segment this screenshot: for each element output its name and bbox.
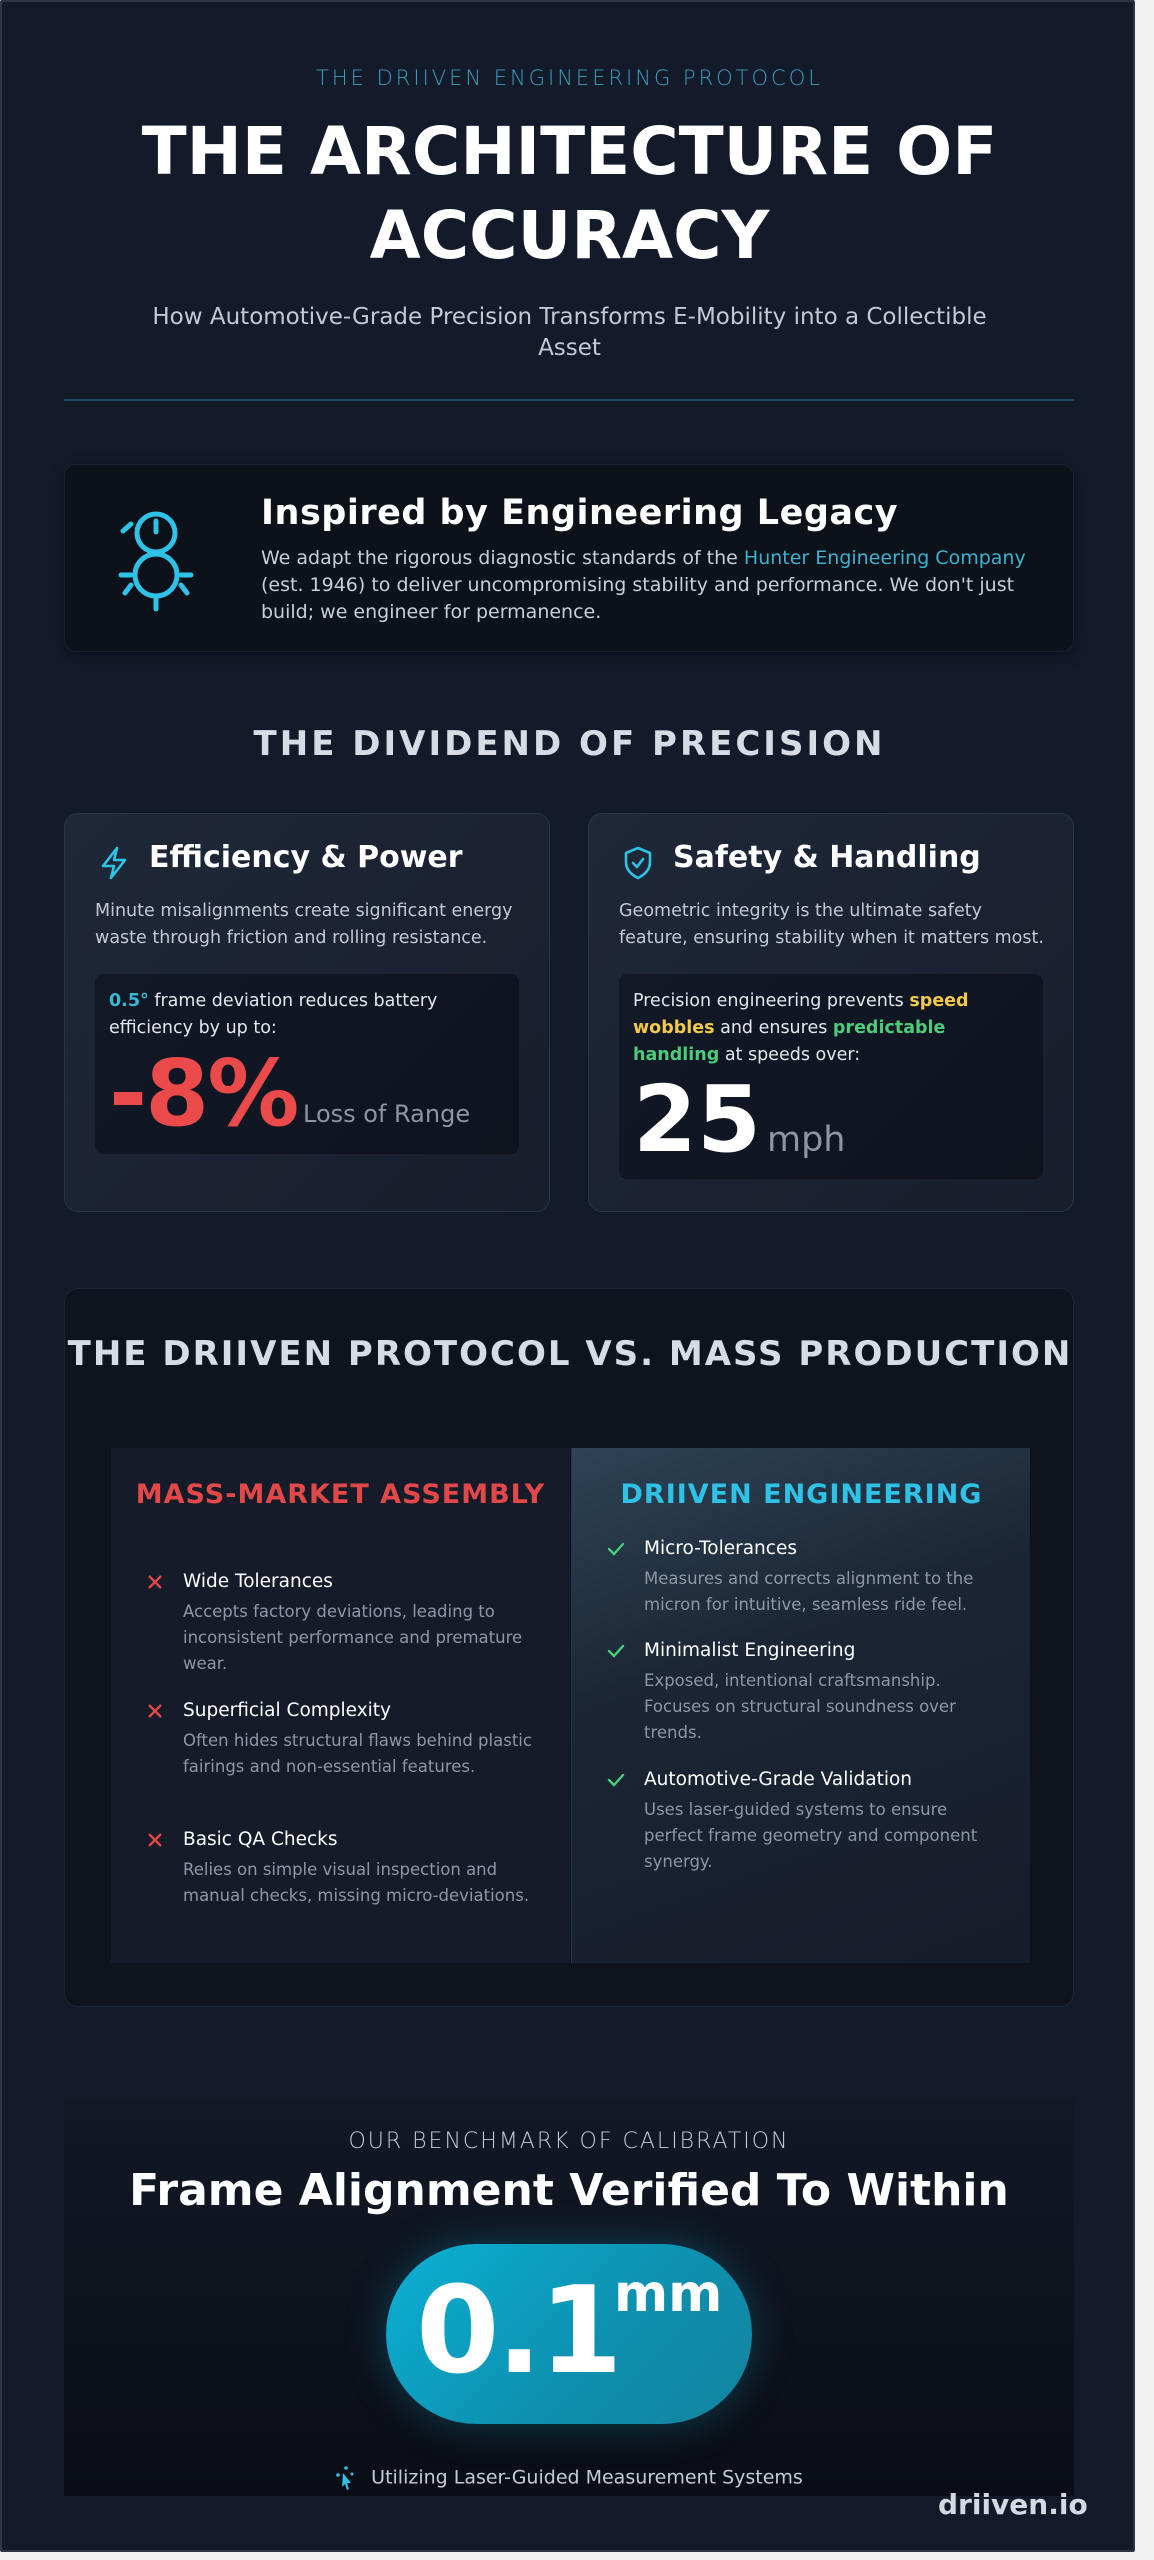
comparison-panel: THE DRIIVEN PROTOCOL VS. MASS PRODUCTION… xyxy=(64,1288,1074,2007)
benchmark-footnote: Utilizing Laser-Guided Measurement Syste… xyxy=(64,2465,1074,2491)
item-description: Measures and corrects alignment to the m… xyxy=(644,1569,974,1614)
dividend-section-title: THE DIVIDEND OF PRECISION xyxy=(253,724,886,764)
check-mark-icon xyxy=(607,1773,625,1787)
shield-check-icon xyxy=(624,846,652,880)
lightning-icon xyxy=(101,846,127,880)
safety-stat-text: Precision engineering prevents speed wob… xyxy=(633,988,1033,1069)
benchmark-footnote-text: Utilizing Laser-Guided Measurement Syste… xyxy=(371,2466,803,2489)
safety-card: Safety & Handling Geometric integrity is… xyxy=(588,813,1074,1212)
speed-unit: mph xyxy=(767,1120,846,1160)
item-title: Automotive-Grade Validation xyxy=(644,1769,913,1790)
safety-stat-box: Precision engineering prevents speed wob… xyxy=(619,974,1043,1179)
legacy-body-text: We adapt the rigorous diagnostic standar… xyxy=(261,547,744,569)
efficiency-card: Efficiency & Power Minute misalignments … xyxy=(64,813,550,1212)
mass-market-column: MASS-MARKET ASSEMBLY Wide Tolerances Acc… xyxy=(111,1448,570,1963)
item-title: Basic QA Checks xyxy=(183,1829,338,1850)
predictable-handling-highlight: predictable handling xyxy=(633,1018,946,1065)
item-description: Relies on simple visual inspection and m… xyxy=(183,1860,530,1905)
legacy-title: Inspired by Engineering Legacy xyxy=(261,493,899,533)
benchmark-title: Frame Alignment Verified To Within xyxy=(129,2165,1009,2216)
page-title: THE ARCHITECTURE OF ACCURACY xyxy=(141,113,998,274)
driiven-heading: DRIIVEN ENGINEERING xyxy=(620,1479,983,1510)
benchmark-section: OUR BENCHMARK OF CALIBRATION Frame Align… xyxy=(64,2099,1074,2496)
check-mark-icon xyxy=(607,1644,625,1658)
safety-stat-prefix: Precision engineering prevents xyxy=(633,991,910,1011)
legacy-body: We adapt the rigorous diagnostic standar… xyxy=(261,545,1041,626)
item-title: Minimalist Engineering xyxy=(644,1640,856,1661)
safety-title: Safety & Handling xyxy=(673,840,981,875)
item-description: Uses laser-guided systems to ensure perf… xyxy=(644,1800,978,1871)
mass-market-heading: MASS-MARKET ASSEMBLY xyxy=(135,1479,546,1510)
header-divider xyxy=(64,399,1074,401)
item-description: Often hides structural flaws behind plas… xyxy=(183,1731,532,1776)
benchmark-eyebrow: OUR BENCHMARK OF CALIBRATION xyxy=(348,2129,790,2154)
tolerance-badge: 0.1 mm xyxy=(386,2244,752,2424)
item-title: Superficial Complexity xyxy=(183,1700,392,1721)
x-mark-icon xyxy=(148,1833,162,1847)
safety-description: Geometric integrity is the ultimate safe… xyxy=(619,901,1044,948)
brand-wordmark: driiven.io xyxy=(938,2488,1088,2521)
range-loss-value: -8% xyxy=(109,1040,299,1147)
page-subtitle: How Automotive-Grade Precision Transform… xyxy=(152,304,987,361)
item-title: Micro-Tolerances xyxy=(644,1538,797,1559)
x-mark-icon xyxy=(148,1704,162,1718)
hunter-engineering-link[interactable]: Hunter Engineering Company xyxy=(743,547,1026,569)
item-description: Exposed, intentional craftsmanship. Focu… xyxy=(644,1671,956,1742)
efficiency-stat-text: 0.5° frame deviation reduces battery eff… xyxy=(109,988,509,1042)
legacy-card: Inspired by Engineering Legacy We adapt … xyxy=(64,464,1074,652)
header-eyebrow: THE DRIIVEN ENGINEERING PROTOCOL xyxy=(316,66,823,90)
tolerance-value: 0.1 xyxy=(416,2262,623,2401)
speed-value: 25 xyxy=(633,1066,762,1173)
alignment-gauge-icon xyxy=(118,511,194,612)
check-mark-icon xyxy=(607,1542,625,1556)
speed-wobbles-highlight: speed wobbles xyxy=(633,991,969,1038)
item-description: Accepts factory deviations, leading to i… xyxy=(183,1602,523,1673)
safety-stat-suffix: at speeds over: xyxy=(719,1045,861,1065)
comparison-title: THE DRIIVEN PROTOCOL VS. MASS PRODUCTION xyxy=(67,1334,1073,1374)
tolerance-unit: mm xyxy=(614,2264,723,2324)
range-loss-label: Loss of Range xyxy=(303,1100,471,1128)
deviation-value: 0.5° xyxy=(109,991,149,1011)
safety-stat-middle: and ensures xyxy=(714,1018,833,1038)
efficiency-description: Minute misalignments create significant … xyxy=(95,901,513,948)
efficiency-stat-box: 0.5° frame deviation reduces battery eff… xyxy=(95,974,519,1154)
driiven-column: DRIIVEN ENGINEERING Micro-Tolerances Mea… xyxy=(571,1448,1030,1963)
legacy-body-text-end: (est. 1946) to deliver uncompromising st… xyxy=(261,574,1015,623)
x-mark-icon xyxy=(148,1575,162,1589)
item-title: Wide Tolerances xyxy=(183,1571,333,1592)
efficiency-title: Efficiency & Power xyxy=(149,840,463,875)
laser-pointer-icon xyxy=(336,2466,354,2490)
efficiency-stat-caption: frame deviation reduces battery efficien… xyxy=(109,991,438,1038)
